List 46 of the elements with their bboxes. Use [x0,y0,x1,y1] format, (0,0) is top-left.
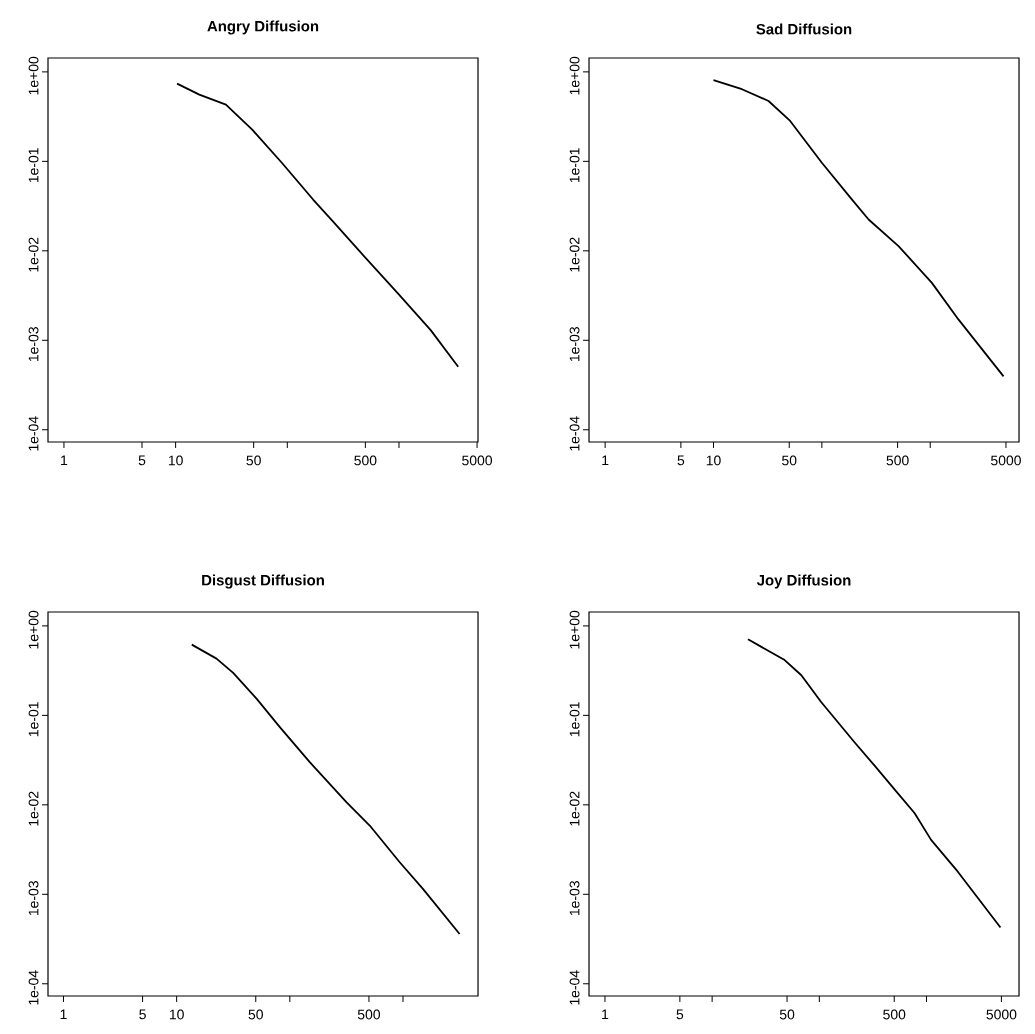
y-tick-label: 1e-04 [569,416,580,451]
x-tick-label: 10 [706,455,721,466]
y-tick-label: 1e-03 [569,327,580,362]
y-tick-label: 1e+00 [569,56,580,95]
x-tick-label: 5 [676,1009,684,1020]
x-tick-label: 5000 [462,455,493,466]
chart-title: Angry Diffusion [207,20,319,35]
chart-title: Joy Diffusion [756,574,851,589]
y-tick-label: 1e-02 [569,791,580,826]
x-tick-label: 5000 [986,1009,1017,1020]
y-tick-label: 1e+00 [28,610,39,649]
y-tick-label: 1e-02 [28,237,39,272]
y-tick-label: 1e-01 [569,702,580,737]
chart-title: Sad Diffusion [756,23,852,35]
y-tick-label: 1e-03 [569,881,580,916]
x-tick-label: 500 [357,1009,381,1020]
x-tick-label: 500 [354,455,377,466]
y-tick-label: 1e-03 [28,881,39,916]
x-tick-label: 500 [886,455,909,466]
y-tick-label: 1e-04 [569,970,580,1005]
x-tick-label: 5 [139,1009,146,1020]
x-tick-label: 50 [246,455,261,466]
chart-title: Disgust Diffusion [202,574,324,589]
y-tick-label: 1e-02 [28,791,39,826]
y-tick-label: 1e+00 [569,610,580,649]
x-tick-label: 1 [61,455,68,466]
y-tick-label: 1e-01 [569,148,580,183]
x-tick-label: 500 [883,1009,906,1020]
y-tick-label: 1e-04 [28,416,39,451]
x-tick-label: 1 [602,455,609,466]
y-tick-label: 1e-04 [28,970,39,1005]
x-tick-label: 5 [677,455,685,466]
x-tick-label: 50 [782,455,797,466]
x-tick-label: 5 [138,455,146,466]
y-tick-label: 1e-01 [28,702,39,737]
y-tick-label: 1e-02 [569,237,580,272]
x-tick-label: 1 [602,1009,609,1020]
x-tick-label: 10 [169,1009,184,1020]
x-tick-label: 50 [248,1009,263,1020]
x-tick-label: 5000 [991,455,1021,466]
x-tick-label: 10 [168,455,183,466]
y-tick-label: 1e-03 [28,327,39,362]
x-tick-label: 50 [779,1009,795,1020]
x-tick-label: 1 [60,1009,67,1020]
y-tick-label: 1e+00 [28,56,39,95]
y-tick-label: 1e-01 [28,148,39,183]
